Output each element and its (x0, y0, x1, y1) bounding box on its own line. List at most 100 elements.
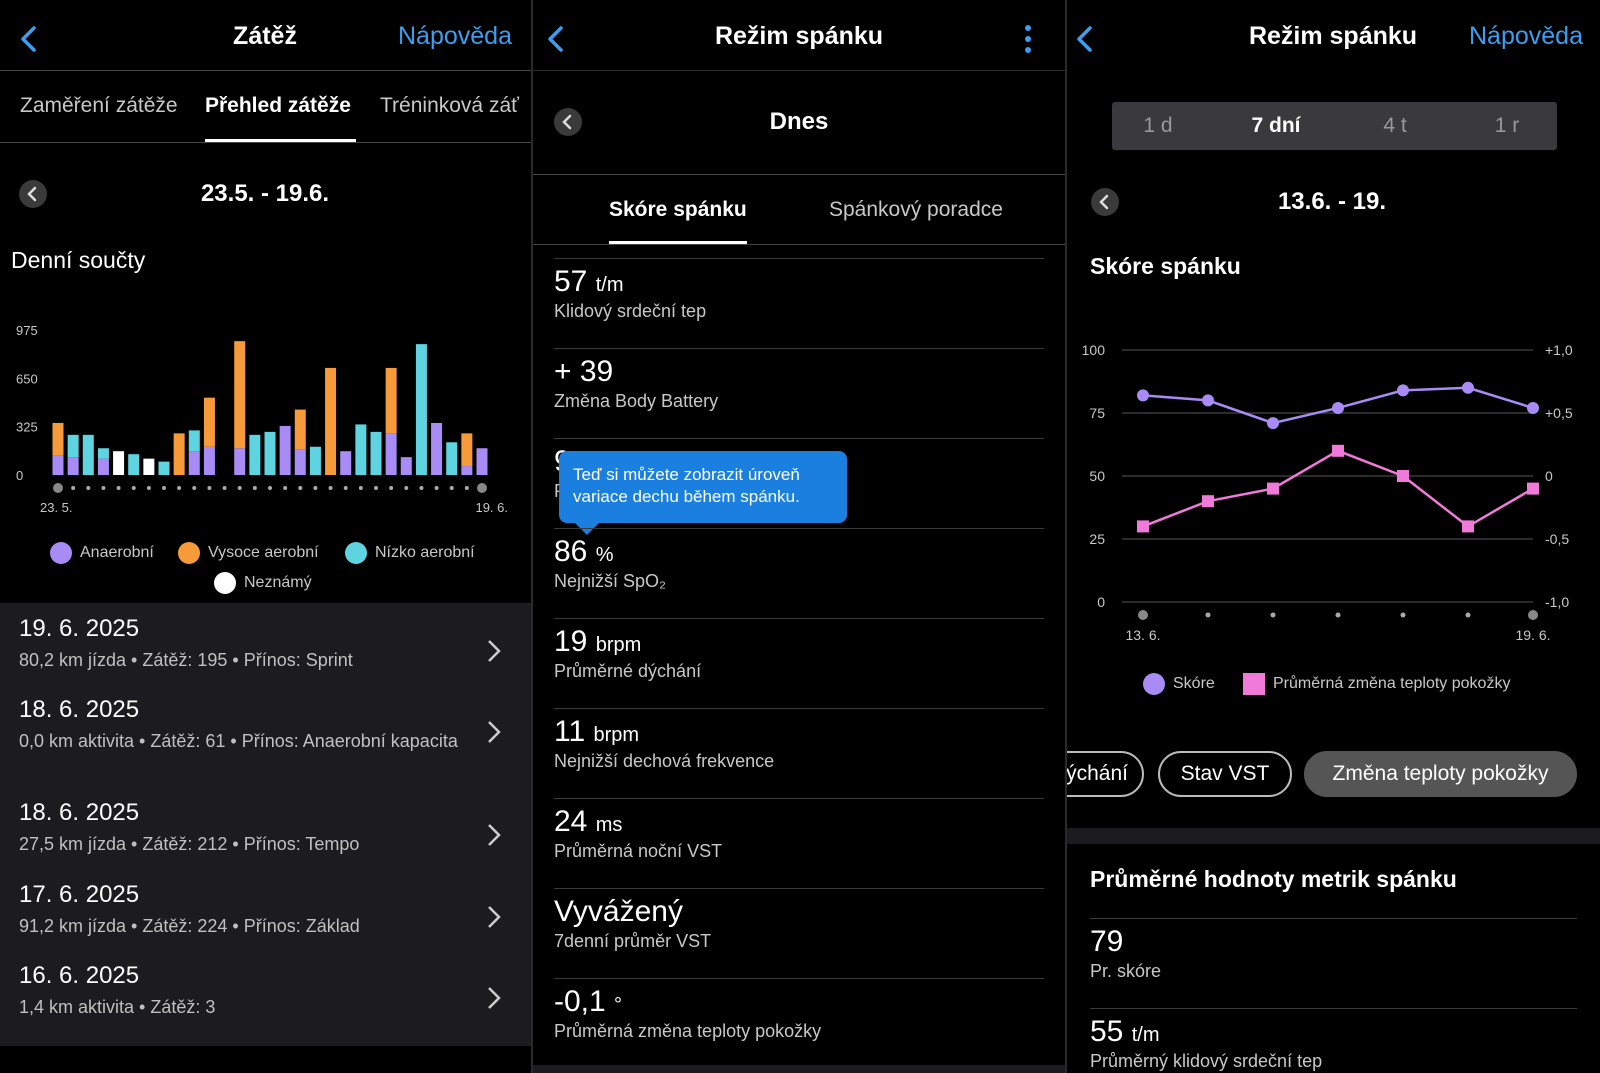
divider (554, 528, 1044, 529)
metric-pill-hrv-status[interactable]: Stav VST (1158, 751, 1292, 797)
activity-meta: 1,4 km aktivita • Zátěž: 3 (19, 997, 216, 1017)
period-4w[interactable]: 4 t (1383, 114, 1407, 137)
metric-value: 86 (554, 535, 588, 568)
list-item[interactable]: 18. 6. 2025 27,5 km jízda • Zátěž: 212 •… (0, 799, 531, 871)
bar-segment (294, 409, 306, 450)
divider (533, 174, 1065, 175)
help-link[interactable]: Nápověda (1469, 22, 1583, 50)
x-tick-label: 23. 5. (40, 500, 73, 515)
period-selector: 1 d 7 dní 4 t 1 r (1112, 102, 1557, 150)
activity-date: 18. 6. 2025 (19, 799, 140, 826)
list-item[interactable]: 17. 6. 2025 91,2 km jízda • Zátěž: 224 •… (0, 881, 531, 953)
y-tick-label: 650 (16, 371, 38, 386)
x-tick-dot (101, 486, 106, 490)
x-tick-dot (1465, 612, 1471, 618)
metric-value: Vyvážený (554, 895, 683, 928)
x-tick-dot (343, 486, 348, 490)
data-point (1397, 384, 1409, 397)
date-range: 23.5. - 19.6. (200, 180, 330, 207)
data-point (1397, 470, 1409, 482)
list-item[interactable]: 19. 6. 2025 80,2 km jízda • Zátěž: 195 •… (0, 615, 531, 687)
bar-segment (279, 425, 291, 475)
x-tick-dot (298, 486, 303, 490)
bar-segment (400, 457, 412, 475)
x-tick-dot (389, 486, 394, 490)
bar-segment (355, 424, 367, 475)
list-item[interactable]: 16. 6. 2025 1,4 km aktivita • Zátěž: 3 (0, 962, 531, 1034)
period-1y[interactable]: 1 r (1494, 114, 1520, 137)
activity-list: 19. 6. 2025 80,2 km jízda • Zátěž: 195 •… (0, 603, 531, 1046)
bar-segment (446, 442, 458, 475)
back-arrow-icon[interactable] (14, 22, 44, 56)
activity-meta: 27,5 km jízda • Zátěž: 212 • Přínos: Tem… (19, 834, 360, 854)
x-tick-dot (86, 486, 91, 490)
help-link[interactable]: Nápověda (398, 22, 512, 50)
metric-pill-skin-temp[interactable]: Změna teploty pokožky (1304, 751, 1577, 797)
bar-segment (188, 430, 200, 452)
x-tick-dot (313, 486, 318, 490)
active-tab-indicator (609, 241, 747, 244)
bar-segment (461, 466, 473, 475)
feature-tooltip[interactable]: Teď si můžete zobrazit úroveň variace de… (559, 451, 847, 535)
legend-label: Průměrná změna teploty pokožky (1273, 675, 1511, 693)
bar-segment (385, 433, 397, 475)
avg-resting-hr: 55 t/m Průměrný klidový srdeční tep (1090, 1015, 1580, 1072)
legend-label: Neznámý (244, 574, 312, 592)
legend-swatch (1243, 673, 1265, 695)
legend-label: Vysoce aerobní (208, 544, 319, 562)
previous-range-button[interactable] (1091, 188, 1119, 216)
y-tick-label: 325 (16, 420, 38, 435)
data-point (1267, 417, 1279, 430)
divider (533, 244, 1065, 245)
metric-label: Průměrná změna teploty pokožky (554, 1021, 822, 1041)
bar-segment (128, 454, 140, 475)
divider (554, 978, 1044, 979)
previous-range-button[interactable] (19, 180, 47, 208)
bar-segment (309, 446, 321, 475)
x-tick-dot (131, 486, 136, 490)
metric-body-battery: + 39 Změna Body Battery (554, 355, 1044, 412)
x-tick-dot (283, 486, 288, 490)
x-tick-dot (53, 483, 63, 493)
x-tick-label: 19. 6. (475, 500, 508, 515)
x-tick-dot (116, 486, 121, 490)
x-tick-dot (404, 486, 409, 490)
x-tick-dot (477, 483, 487, 493)
bar-segment (234, 448, 246, 475)
previous-day-button[interactable] (554, 108, 582, 136)
section-gap (1067, 828, 1600, 844)
metric-value: 24 (554, 805, 588, 838)
back-arrow-icon[interactable] (541, 22, 571, 56)
legend-swatch (345, 542, 367, 564)
section-title: Skóre spánku (1090, 253, 1241, 279)
metric-pill-respiration[interactable]: ýchání (1067, 751, 1144, 797)
data-point (1462, 381, 1474, 394)
bar-segment (340, 451, 352, 475)
metric-resting-hr: 57 t/m Klidový srdeční tep (554, 265, 1044, 322)
legend-item: Nízko aerobní (345, 542, 475, 564)
divider (1090, 918, 1577, 919)
tab-training-load[interactable]: Tréninková záť (380, 94, 519, 117)
panel-separator (1065, 0, 1067, 1073)
bar-segment (188, 451, 200, 475)
x-tick-dot (328, 486, 333, 490)
period-7d[interactable]: 7 dní (1251, 114, 1301, 137)
activity-date: 16. 6. 2025 (19, 962, 140, 989)
tab-load-overview[interactable]: Přehled zátěže (205, 94, 351, 117)
y-left-tick-label: 50 (1089, 468, 1105, 484)
back-arrow-icon[interactable] (1070, 22, 1100, 56)
x-tick-dot (1335, 612, 1341, 618)
x-tick-label: 19. 6. (1515, 627, 1550, 643)
page-title: Režim spánku (714, 22, 884, 50)
page-title: Zátěž (233, 22, 297, 50)
metric-unit: ° (614, 994, 623, 1016)
tab-sleep-coach[interactable]: Spánkový poradce (829, 198, 1003, 221)
more-options-icon[interactable] (1023, 24, 1033, 54)
x-tick-dot (419, 486, 424, 490)
tab-sleep-score[interactable]: Skóre spánku (609, 198, 747, 221)
list-item[interactable]: 18. 6. 2025 0,0 km aktivita • Zátěž: 61 … (0, 696, 531, 786)
data-point (1332, 444, 1344, 457)
x-tick-dot (252, 486, 257, 490)
tab-load-focus[interactable]: Zaměření zátěže (20, 94, 178, 117)
period-1d[interactable]: 1 d (1143, 114, 1173, 137)
